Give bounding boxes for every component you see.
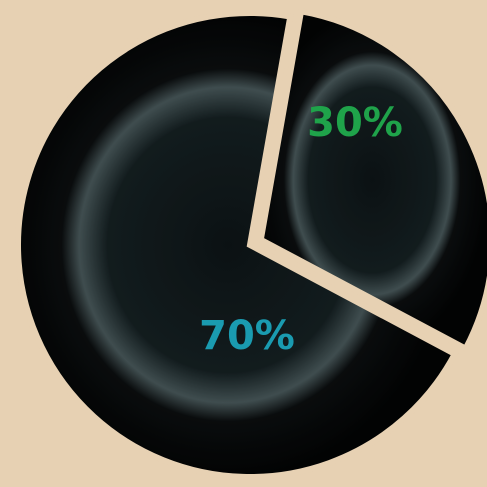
labels: 30% 70% xyxy=(199,100,403,359)
slice-sheen xyxy=(257,7,487,353)
slice-sheen xyxy=(15,10,459,480)
data-label: 30% xyxy=(307,100,403,146)
pie xyxy=(15,7,487,480)
data-label: 70% xyxy=(199,313,295,359)
